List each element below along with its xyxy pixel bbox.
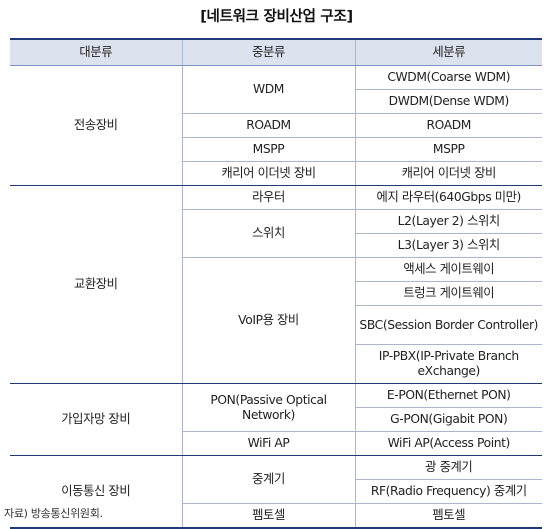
middle-roadm: ROADM xyxy=(182,113,356,138)
middle-pon: PON(Passive Optical Network) xyxy=(182,383,356,432)
minor-cwdm: CWDM(Coarse WDM) xyxy=(355,65,542,90)
table-row: RF(Radio Frequency) 중계기 xyxy=(10,479,542,504)
table-row: MSPP MSPP xyxy=(10,137,542,162)
table-title: [네트워크 장비산업 구조] xyxy=(200,9,353,25)
minor-ip-pbx: IP-PBX(IP-Private Branch eXchange) xyxy=(355,344,542,384)
middle-voip: VoIP용 장비 xyxy=(182,257,356,384)
minor-l2-switch: L2(Layer 2) 스위치 xyxy=(355,209,542,234)
table-row: IP-PBX(IP-Private Branch eXchange) xyxy=(10,344,542,384)
minor-femtocell: 펨토셀 xyxy=(432,508,466,522)
table-row: 이동통신 장비 중계기 광 중계기 xyxy=(10,455,542,528)
table-row: ROADM ROADM xyxy=(10,113,542,138)
table-row: DWDM(Dense WDM) xyxy=(10,89,542,114)
major-subscriber: 가입자망 장비 xyxy=(10,383,183,456)
middle-wifi-ap: WiFi AP xyxy=(182,431,356,456)
middle-wdm: WDM xyxy=(182,65,356,114)
network-equipment-structure-table: 대분류 중분류 세분류 전송장비 WDM CWDM(Coarse WDM) DW… xyxy=(10,38,542,529)
table-row: 캐리어 이더넷 장비 캐리어 이더넷 장비 xyxy=(10,161,542,186)
table-row: L3(Layer 3) 스위치 xyxy=(10,233,542,258)
table-row: 전송장비 WDM CWDM(Coarse WDM) xyxy=(10,65,542,186)
middle-switch: 스위치 xyxy=(182,209,356,258)
middle-repeater: 중계기 xyxy=(182,455,356,504)
minor-l3-switch: L3(Layer 3) 스위치 xyxy=(355,233,542,258)
minor-optical-repeater: 광 중계기 xyxy=(355,455,542,480)
minor-epon: E-PON(Ethernet PON) xyxy=(355,383,542,408)
table-row: 스위치 L2(Layer 2) 스위치 xyxy=(10,209,542,258)
middle-carrier-ethernet: 캐리어 이더넷 장비 xyxy=(182,161,356,186)
header-row: 대분류 중분류 세분류 xyxy=(10,39,542,66)
source-note: 자료) 방송통신위원회. xyxy=(4,507,103,520)
header-major: 대분류 xyxy=(10,39,183,66)
minor-wifi-ap: WiFi AP(Access Point) xyxy=(355,431,542,456)
table-row: SBC(Session Border Controller) xyxy=(10,305,542,345)
table-row: G-PON(Gigabit PON) xyxy=(10,407,542,432)
header-minor: 세분류 xyxy=(355,39,542,66)
minor-rf-repeater: RF(Radio Frequency) 중계기 xyxy=(355,479,542,504)
middle-femtocell: 펨토셀 xyxy=(182,503,356,528)
major-switching: 교환장비 xyxy=(10,185,183,384)
minor-edge-router: 에지 라우터(640Gbps 미만) xyxy=(355,185,542,210)
table-row: VoIP용 장비 액세스 게이트웨이 xyxy=(10,257,542,384)
major-transmission: 전송장비 xyxy=(10,65,183,186)
major-mobile: 이동통신 장비 xyxy=(10,455,183,528)
minor-mspp: MSPP xyxy=(355,137,542,162)
minor-access-gateway: 액세스 게이트웨이 xyxy=(355,257,542,282)
table-row: 트렁크 게이트웨이 xyxy=(10,281,542,306)
minor-trunk-gateway: 트렁크 게이트웨이 xyxy=(355,281,542,306)
minor-sbc: SBC(Session Border Controller) xyxy=(355,305,542,345)
table-row: 가입자망 장비 PON(Passive Optical Network) E-P… xyxy=(10,383,542,456)
minor-dwdm: DWDM(Dense WDM) xyxy=(355,89,542,114)
middle-router: 라우터 xyxy=(182,185,356,210)
minor-gpon: G-PON(Gigabit PON) xyxy=(355,407,542,432)
minor-roadm: ROADM xyxy=(355,113,542,138)
middle-mspp: MSPP xyxy=(182,137,356,162)
minor-carrier-ethernet: 캐리어 이더넷 장비 xyxy=(355,161,542,186)
header-middle: 중분류 xyxy=(182,39,356,66)
table-row: 교환장비 라우터 에지 라우터(640Gbps 미만) xyxy=(10,185,542,384)
table-row: WiFi AP WiFi AP(Access Point) xyxy=(10,431,542,456)
